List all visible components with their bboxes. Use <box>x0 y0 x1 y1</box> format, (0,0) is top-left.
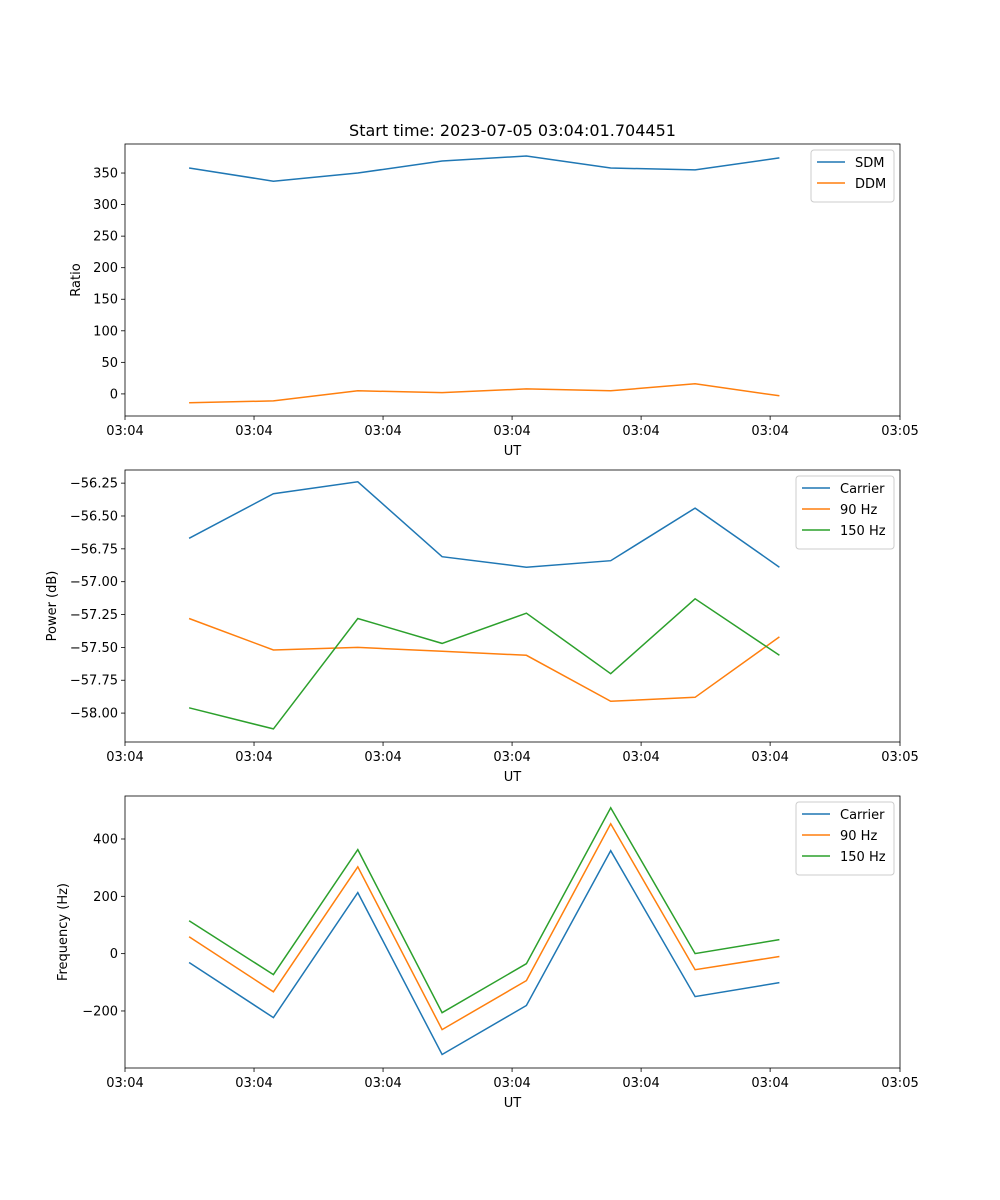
x-tick-label: 03:04 <box>364 750 401 765</box>
subplot-3: 03:04 03:04 03:04 03:04 03:04 03:04 03:05 −200 0… <box>56 795 919 1111</box>
series-line-90-hz <box>188 617 780 703</box>
x-tick-label: 03:04 <box>751 1076 788 1091</box>
y-axis-label: Power (dB) <box>45 571 60 642</box>
subplot-1: Start time: 2023-07-05 03:04:01.70445103… <box>69 121 919 459</box>
y-tick-label: −56.75 <box>70 542 118 557</box>
x-tick-label: 03:04 <box>622 1076 659 1091</box>
y-tick-label: −57.75 <box>70 674 118 689</box>
y-tick-label: −57.25 <box>70 608 118 623</box>
legend: SDM DDM <box>810 149 895 203</box>
x-tick-label: 03:05 <box>881 424 918 439</box>
series-line-carrier <box>188 481 780 568</box>
x-tick-label: 03:04 <box>235 424 272 439</box>
y-tick-label: 0 <box>110 387 118 402</box>
legend: Carrier 90 Hz 150 Hz <box>795 475 895 550</box>
y-tick-label: 300 <box>93 198 118 213</box>
legend-label: 150 Hz <box>840 850 886 865</box>
legend: Carrier 90 Hz 150 Hz <box>795 801 895 876</box>
x-tick-label: 03:04 <box>493 750 530 765</box>
x-tick-label: 03:04 <box>235 1076 272 1091</box>
x-tick-label: 03:04 <box>106 424 143 439</box>
plot-frame <box>124 143 901 417</box>
y-tick-label: 50 <box>101 356 118 371</box>
y-tick-label: 150 <box>93 293 118 308</box>
y-tick-label: 400 <box>93 832 118 847</box>
series-line-150-hz <box>188 597 780 730</box>
x-tick-label: 03:04 <box>364 1076 401 1091</box>
y-tick-label: 250 <box>93 230 118 245</box>
x-tick-label: 03:04 <box>622 424 659 439</box>
y-tick-label: −57.00 <box>70 575 118 590</box>
x-axis-label: UT <box>504 1096 522 1111</box>
x-axis-label: UT <box>504 444 522 459</box>
x-tick-label: 03:04 <box>493 424 530 439</box>
x-tick-label: 03:05 <box>881 1076 918 1091</box>
subplot-2: 03:04 03:04 03:04 03:04 03:04 03:04 03:05 −56.2… <box>45 469 919 785</box>
plot-frame <box>124 795 901 1069</box>
x-tick-label: 03:04 <box>751 750 788 765</box>
series-line-150-hz <box>188 806 780 1014</box>
y-tick-label: 100 <box>93 324 118 339</box>
legend-label: Carrier <box>840 482 885 497</box>
legend-label: 90 Hz <box>840 503 877 518</box>
x-tick-label: 03:04 <box>235 750 272 765</box>
x-tick-label: 03:04 <box>751 424 788 439</box>
y-tick-label: −56.50 <box>70 509 118 524</box>
x-tick-label: 03:04 <box>622 750 659 765</box>
series-line-90-hz <box>188 822 780 1031</box>
x-axis-label: UT <box>504 770 522 785</box>
y-tick-label: −200 <box>82 1004 118 1019</box>
series-line-ddm <box>189 383 780 404</box>
x-tick-label: 03:05 <box>881 750 918 765</box>
plot-frame <box>124 469 901 743</box>
x-tick-label: 03:04 <box>106 750 143 765</box>
legend-label: 90 Hz <box>840 829 877 844</box>
x-tick-label: 03:04 <box>106 1076 143 1091</box>
y-tick-label: 200 <box>93 890 118 905</box>
legend-label: 150 Hz <box>840 524 886 539</box>
legend-label: DDM <box>855 177 886 192</box>
y-tick-label: −57.50 <box>70 641 118 656</box>
y-tick-label: 350 <box>93 167 118 182</box>
y-axis-label: Ratio <box>69 263 84 296</box>
legend-box <box>810 149 895 203</box>
x-tick-label: 03:04 <box>493 1076 530 1091</box>
y-axis-label: Frequency (Hz) <box>56 883 71 981</box>
y-tick-label: 200 <box>93 261 118 276</box>
series-line-sdm <box>188 155 780 182</box>
y-tick-label: −58.00 <box>70 707 118 722</box>
series-line-carrier <box>188 849 780 1056</box>
y-tick-label: 0 <box>110 947 118 962</box>
legend-label: Carrier <box>840 808 885 823</box>
chart-title: Start time: 2023-07-05 03:04:01.704451 <box>349 121 676 140</box>
legend-label: SDM <box>855 156 884 171</box>
x-tick-label: 03:04 <box>364 424 401 439</box>
y-tick-label: −56.25 <box>70 477 118 492</box>
